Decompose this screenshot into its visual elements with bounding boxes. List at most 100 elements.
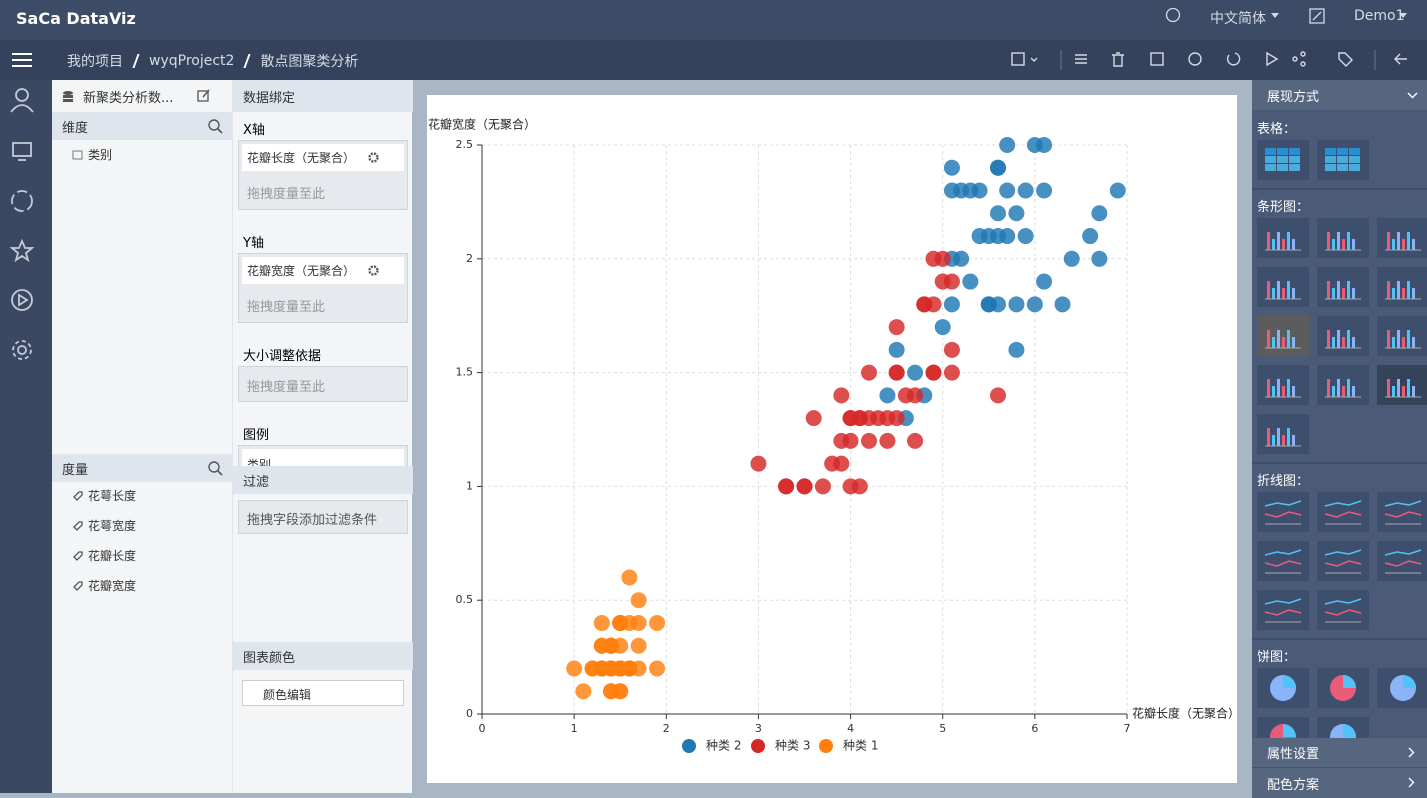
- icon-part: [1264, 598, 1302, 605]
- size-slot[interactable]: 拖拽度量至此: [238, 366, 408, 402]
- point: [888, 341, 905, 358]
- chart-type-icon[interactable]: [1257, 590, 1309, 630]
- x-tick-label: 0: [479, 722, 486, 735]
- gear-icon[interactable]: [368, 265, 379, 276]
- chart-type-icon[interactable]: [1317, 316, 1369, 356]
- chart-type-icon[interactable]: [1317, 218, 1369, 258]
- chart-type-icon[interactable]: [1317, 140, 1369, 180]
- property-footer[interactable]: 属性设置: [1252, 738, 1427, 768]
- menu-icon[interactable]: [12, 52, 32, 68]
- list-icon[interactable]: [1075, 54, 1087, 64]
- chart-type-icon[interactable]: [1257, 365, 1309, 405]
- chart-type-icon[interactable]: [1377, 267, 1427, 307]
- slot-label: Y轴: [243, 236, 264, 251]
- x-slot[interactable]: 花瓣长度（无聚合） 拖拽度量至此: [238, 140, 408, 210]
- dataset-name[interactable]: 新聚类分析数...: [83, 90, 174, 106]
- chart-type-icon[interactable]: [1317, 668, 1369, 708]
- point: [851, 478, 868, 495]
- y-field[interactable]: 花瓣宽度（无聚合）: [242, 257, 404, 284]
- dataset-row: 新聚类分析数...: [52, 80, 232, 112]
- edit-icon[interactable]: [197, 89, 211, 103]
- tag-icon[interactable]: [1338, 52, 1353, 67]
- y-slot[interactable]: 花瓣宽度（无聚合） 拖拽度量至此: [238, 253, 408, 323]
- chart-type-icon[interactable]: [1257, 668, 1309, 708]
- nav-play[interactable]: [11, 289, 33, 311]
- back-icon[interactable]: [1394, 53, 1407, 65]
- play-icon[interactable]: [1266, 51, 1279, 67]
- nav-settings[interactable]: [12, 340, 32, 360]
- field-item[interactable]: 花萼宽度: [72, 517, 212, 534]
- breadcrumb-item[interactable]: 我的项目: [67, 54, 123, 70]
- chart-type-icon[interactable]: [1257, 218, 1309, 258]
- chart-type-icon[interactable]: [1317, 267, 1369, 307]
- chart-type-icon[interactable]: [1257, 140, 1309, 180]
- chart-type-icon[interactable]: [1377, 541, 1427, 581]
- chart-type-icon[interactable]: [1377, 365, 1427, 405]
- gear-icon[interactable]: [368, 152, 379, 163]
- field-item[interactable]: 花萼长度: [72, 487, 212, 504]
- field-item[interactable]: 花瓣长度: [72, 547, 212, 564]
- icon-part: [1267, 281, 1270, 299]
- chart-type-icon[interactable]: [1317, 492, 1369, 532]
- legend-label: 种类 2: [706, 739, 741, 753]
- save-icon[interactable]: [1011, 52, 1025, 66]
- color-edit-button[interactable]: 颜色编辑: [242, 680, 404, 706]
- breadcrumb-item[interactable]: wyqProject2: [149, 53, 235, 69]
- refresh-icon[interactable]: [1226, 52, 1241, 66]
- point: [943, 364, 960, 381]
- help-icon[interactable]: [1165, 7, 1181, 23]
- placeholder: 拖拽度量至此: [247, 380, 326, 395]
- language-select[interactable]: 中文简体: [1210, 11, 1266, 27]
- chart-type-icon[interactable]: [1317, 541, 1369, 581]
- legend-slot[interactable]: 类别: [238, 445, 408, 466]
- logo[interactable]: SaCa DataViz: [16, 9, 136, 28]
- color-header: 图表颜色: [233, 642, 413, 670]
- x-tick-label: 5: [939, 722, 946, 735]
- field-item[interactable]: 类别: [72, 146, 212, 163]
- chart-type-icon[interactable]: [1377, 218, 1427, 258]
- chart-type-icon[interactable]: [1317, 717, 1369, 738]
- chart-type-icon[interactable]: [1377, 316, 1427, 356]
- icon-part: [1267, 232, 1270, 250]
- chart-type-icon[interactable]: [1257, 492, 1309, 532]
- icon-part: [1347, 281, 1350, 299]
- legend-field[interactable]: 类别: [242, 449, 404, 466]
- search-icon[interactable]: [208, 461, 223, 476]
- icon-part: [1327, 281, 1330, 299]
- icon-part: [1349, 164, 1360, 171]
- y-tick-label: 2.5: [456, 138, 474, 151]
- search-icon[interactable]: [208, 119, 223, 134]
- nav-cycle[interactable]: [11, 190, 33, 212]
- field-name: 花瓣长度（无聚合）: [247, 151, 356, 165]
- chart-type-icon[interactable]: [1257, 414, 1309, 454]
- share-icon[interactable]: [1292, 56, 1298, 62]
- point: [750, 455, 767, 472]
- fullscreen-icon[interactable]: [1309, 8, 1325, 24]
- collapse-icon[interactable]: [1407, 92, 1418, 99]
- nav-star[interactable]: [9, 238, 35, 263]
- chart-type-icon[interactable]: [1317, 365, 1369, 405]
- nav-screen[interactable]: [12, 142, 32, 157]
- chart-type-icon[interactable]: [1257, 316, 1309, 356]
- icon-part: [1264, 560, 1302, 567]
- image-icon[interactable]: [1150, 52, 1164, 66]
- point: [566, 660, 583, 677]
- point: [934, 250, 951, 267]
- chart-type-icon[interactable]: [1257, 267, 1309, 307]
- field-item[interactable]: 花瓣宽度: [72, 577, 212, 594]
- x-field[interactable]: 花瓣长度（无聚合）: [242, 144, 404, 171]
- chart-type-icon[interactable]: [1317, 590, 1369, 630]
- delete-icon[interactable]: [1112, 52, 1124, 67]
- point: [943, 341, 960, 358]
- chart-type-icon[interactable]: [1257, 541, 1309, 581]
- filter-slot[interactable]: 拖拽字段添加过滤条件: [238, 500, 408, 534]
- user-menu[interactable]: Demo1: [1354, 8, 1405, 24]
- nav-user[interactable]: [15, 88, 29, 102]
- chart-type-icon[interactable]: [1377, 668, 1427, 708]
- palette-footer[interactable]: 配色方案: [1252, 768, 1427, 798]
- history-icon[interactable]: [1188, 52, 1202, 66]
- chart-type-icon[interactable]: [1257, 717, 1309, 738]
- chart-type-icon[interactable]: [1377, 492, 1427, 532]
- icon-part: [1397, 281, 1400, 299]
- icon-part: [1337, 330, 1340, 348]
